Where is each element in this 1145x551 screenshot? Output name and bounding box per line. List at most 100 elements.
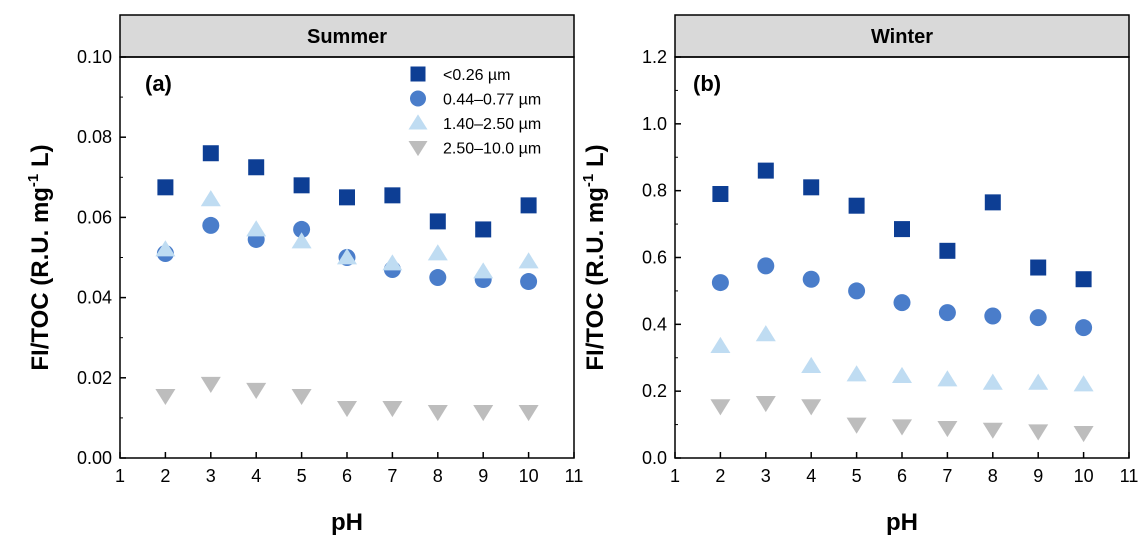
data-point xyxy=(520,273,538,291)
x-tick-label: 10 xyxy=(1074,466,1094,486)
series-2 xyxy=(710,325,1094,392)
data-point xyxy=(291,388,312,406)
data-point xyxy=(427,244,448,261)
y-axis-title-main: FI/TOC (R.U. mg xyxy=(27,187,54,371)
data-point xyxy=(757,257,775,275)
data-point xyxy=(246,220,267,237)
data-point xyxy=(894,221,910,238)
y-axis-title-sup: -1 xyxy=(580,174,597,187)
y-tick-label: 0.06 xyxy=(77,207,112,227)
data-point xyxy=(155,240,176,257)
series-3 xyxy=(710,395,1094,443)
data-point xyxy=(982,422,1003,439)
x-tick-label: 1 xyxy=(115,466,125,486)
data-point xyxy=(1028,424,1049,441)
y-tick-label: 0.2 xyxy=(642,381,667,401)
data-point xyxy=(248,159,265,176)
data-point xyxy=(291,232,312,249)
y-tick-label: 0.02 xyxy=(77,368,112,388)
x-tick-label: 5 xyxy=(297,466,307,486)
data-point xyxy=(473,262,494,279)
x-tick-label: 11 xyxy=(565,466,584,486)
data-point xyxy=(293,177,310,194)
data-point xyxy=(475,221,492,238)
data-point xyxy=(801,399,822,416)
data-point xyxy=(157,179,174,196)
x-tick-label: 6 xyxy=(342,466,352,486)
data-point xyxy=(937,421,958,438)
series-0 xyxy=(157,145,537,238)
legend-label: <0.26 µm xyxy=(443,67,510,84)
legend-marker xyxy=(410,90,426,107)
data-point xyxy=(710,336,731,353)
y-tick-label: 0.4 xyxy=(642,314,667,334)
x-tick-label: 3 xyxy=(761,466,771,486)
data-point xyxy=(711,274,729,292)
data-point xyxy=(893,294,911,312)
data-point xyxy=(337,400,357,418)
y-tick-label: 0.0 xyxy=(642,448,667,468)
data-point xyxy=(803,179,820,196)
data-point xyxy=(802,270,820,288)
data-point xyxy=(1030,259,1047,276)
data-point xyxy=(246,382,267,400)
data-point xyxy=(1028,373,1049,390)
data-point xyxy=(339,189,355,206)
x-axis-title: pH xyxy=(331,509,363,536)
data-point xyxy=(518,404,539,422)
panel-title: Winter xyxy=(871,26,933,48)
data-point xyxy=(846,365,867,382)
data-point xyxy=(757,162,774,179)
panel-header xyxy=(119,14,575,58)
x-tick-label: 6 xyxy=(897,466,907,486)
data-point xyxy=(892,366,912,384)
data-point xyxy=(427,404,448,422)
data-point xyxy=(1073,426,1094,443)
legend-marker xyxy=(408,141,428,157)
panel-label: (b) xyxy=(693,71,721,96)
x-tick-label: 2 xyxy=(715,466,725,486)
panel-title: Summer xyxy=(307,26,387,48)
data-point xyxy=(710,399,731,416)
x-tick-label: 4 xyxy=(251,466,261,486)
series-1 xyxy=(711,257,1093,337)
data-point xyxy=(892,419,912,436)
data-point xyxy=(939,242,956,259)
x-tick-label: 9 xyxy=(1033,466,1043,486)
data-point xyxy=(382,400,403,418)
series-0 xyxy=(712,162,1092,288)
y-tick-label: 1.0 xyxy=(642,114,667,134)
legend-marker xyxy=(410,66,426,82)
data-point xyxy=(982,373,1003,390)
data-point xyxy=(755,395,776,413)
data-point xyxy=(429,213,446,230)
legend-label: 2.50–10.0 µm xyxy=(443,141,541,158)
y-axis-title-sup: -1 xyxy=(25,174,42,187)
data-point xyxy=(1075,319,1093,337)
data-point xyxy=(755,325,776,342)
legend-label: 1.40–2.50 µm xyxy=(443,116,541,133)
legend-marker xyxy=(408,114,428,130)
data-point xyxy=(384,187,401,204)
data-point xyxy=(1073,375,1094,392)
series-2 xyxy=(155,190,539,279)
data-point xyxy=(1075,271,1092,288)
data-point xyxy=(1029,309,1047,327)
panel-header xyxy=(674,14,1130,58)
legend-label: 0.44–0.77 µm xyxy=(443,92,541,109)
series-3 xyxy=(155,376,539,422)
x-tick-label: 2 xyxy=(160,466,170,486)
y-axis-title-end: L) xyxy=(27,144,54,173)
data-point xyxy=(937,370,958,387)
data-point xyxy=(473,404,494,422)
x-tick-label: 4 xyxy=(806,466,816,486)
y-axis-title-end: L) xyxy=(582,144,609,173)
x-tick-label: 10 xyxy=(519,466,539,486)
y-axis-title-main: FI/TOC (R.U. mg xyxy=(582,187,609,371)
data-point xyxy=(984,307,1002,325)
panel-label: (a) xyxy=(145,71,172,96)
data-point xyxy=(848,197,865,214)
data-point xyxy=(518,252,539,269)
x-tick-label: 3 xyxy=(206,466,216,486)
